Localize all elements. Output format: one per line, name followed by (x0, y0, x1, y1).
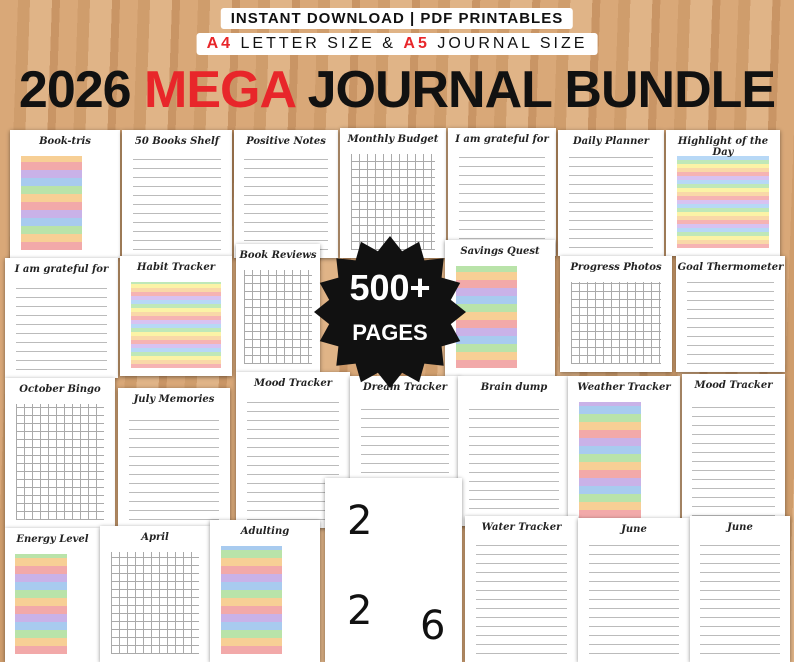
page-title: Mood Tracker (254, 378, 332, 389)
page-pattern (458, 154, 546, 248)
page-pattern (21, 156, 82, 250)
page-thumbnail: Book-tris (10, 130, 120, 258)
page-title: April (141, 532, 169, 543)
page-title: Adulting (240, 526, 290, 537)
page-thumbnail: Brain dump (458, 376, 570, 526)
subtitle-line: INSTANT DOWNLOAD | PDF PRINTABLES (220, 8, 574, 29)
page-title: 50 Books Shelf (134, 136, 220, 147)
page-digit: 2 (347, 498, 373, 544)
page-digit: 2 (347, 588, 373, 634)
page-thumbnail: October Bingo (5, 378, 115, 528)
page-thumbnail: Progress Photos (560, 256, 672, 372)
page-pattern (476, 542, 567, 654)
page-pattern (350, 154, 436, 250)
page-digit: 6 (420, 603, 446, 649)
page-thumbnail: July Memories (118, 388, 230, 528)
page-pattern (221, 546, 282, 654)
page-thumbnail: Weather Tracker (568, 376, 680, 526)
page-title: Weather Tracker (577, 382, 671, 393)
page-thumbnail: I am grateful for (5, 258, 118, 378)
size-line: A4 LETTER SIZE & A5 JOURNAL SIZE (196, 33, 598, 55)
main-title: 2026 MEGA JOURNAL BUNDLE (0, 60, 794, 120)
page-thumbnail: Adulting (210, 520, 320, 662)
size-text: JOURNAL SIZE (437, 35, 588, 52)
page-pattern (111, 552, 199, 654)
page-pattern (589, 544, 679, 654)
page-title: Progress Photos (570, 262, 662, 273)
page-pattern (247, 398, 339, 520)
page-pattern (133, 156, 221, 250)
page-thumbnail: Daily Planner (558, 130, 664, 256)
page-pattern (131, 282, 221, 368)
page-thumbnail: Savings Quest (445, 240, 555, 376)
page-pattern (677, 156, 769, 248)
page-title: Goal Thermometer (677, 262, 784, 273)
page-title: Dream Tracker (363, 382, 447, 393)
page-title: I am grateful for (14, 264, 109, 275)
page-title: October Bingo (19, 384, 101, 395)
page-pattern (244, 156, 328, 250)
page-title: Mood Tracker (694, 380, 773, 391)
title-rest: JOURNAL BUNDLE (307, 61, 777, 119)
page-pattern (16, 404, 104, 520)
page-thumbnail: June (690, 516, 790, 662)
page-pattern (469, 402, 559, 518)
page-title: Water Tracker (481, 522, 562, 533)
page-thumbnail: April (100, 526, 210, 662)
page-title: Highlight of the Day (677, 136, 769, 158)
badge-star (314, 236, 466, 388)
page-title: Book Reviews (239, 250, 317, 261)
page-title: June (727, 522, 753, 533)
page-thumbnail: Monthly Budget (340, 128, 446, 258)
a4: A4 (206, 35, 234, 52)
a5: A5 (403, 35, 430, 52)
page-thumbnail: June (578, 518, 690, 662)
badge-label: PAGES (352, 320, 427, 345)
page-pattern (700, 542, 780, 654)
badge-count: 500+ (349, 267, 430, 308)
page-thumbnail: 50 Books Shelf (122, 130, 232, 258)
page-pattern (16, 284, 107, 370)
page-title: Monthly Budget (347, 134, 439, 145)
page-thumbnail: Goal Thermometer (676, 256, 785, 372)
page-pattern (244, 270, 312, 364)
page-pattern (686, 282, 775, 364)
page-pattern (571, 282, 661, 364)
page-thumbnail: Positive Notes (234, 130, 338, 258)
page-thumbnail: Water Tracker (465, 516, 578, 662)
page-pattern (692, 400, 775, 516)
page-title: Positive Notes (246, 136, 326, 147)
page-title: Book-tris (39, 136, 91, 147)
page-thumbnail: I am grateful for (448, 128, 556, 256)
title-mega: MEGA (144, 61, 295, 119)
page-thumbnail: Habit Tracker (120, 256, 232, 376)
page-thumbnail: 2 2 6 (325, 478, 462, 662)
page-title: Brain dump (480, 382, 548, 393)
title-year: 2026 (18, 61, 132, 119)
page-pattern (456, 266, 517, 368)
page-pattern (129, 414, 219, 520)
page-title: June (621, 524, 647, 535)
page-thumbnail: Mood Tracker (682, 374, 785, 524)
page-title: Savings Quest (460, 246, 540, 257)
page-thumbnail: Highlight of the Day (666, 130, 780, 256)
page-pattern (568, 156, 654, 248)
page-thumbnail: Book Reviews (236, 244, 320, 372)
page-title: July Memories (133, 394, 215, 405)
page-title: Daily Planner (572, 136, 649, 147)
size-text: LETTER SIZE & (240, 35, 396, 52)
page-title: Energy Level (16, 534, 89, 545)
page-title: I am grateful for (455, 134, 549, 145)
page-thumbnail: Energy Level (5, 528, 100, 662)
page-title: Habit Tracker (137, 262, 215, 273)
page-pattern (14, 554, 67, 654)
page-pattern (579, 402, 641, 518)
